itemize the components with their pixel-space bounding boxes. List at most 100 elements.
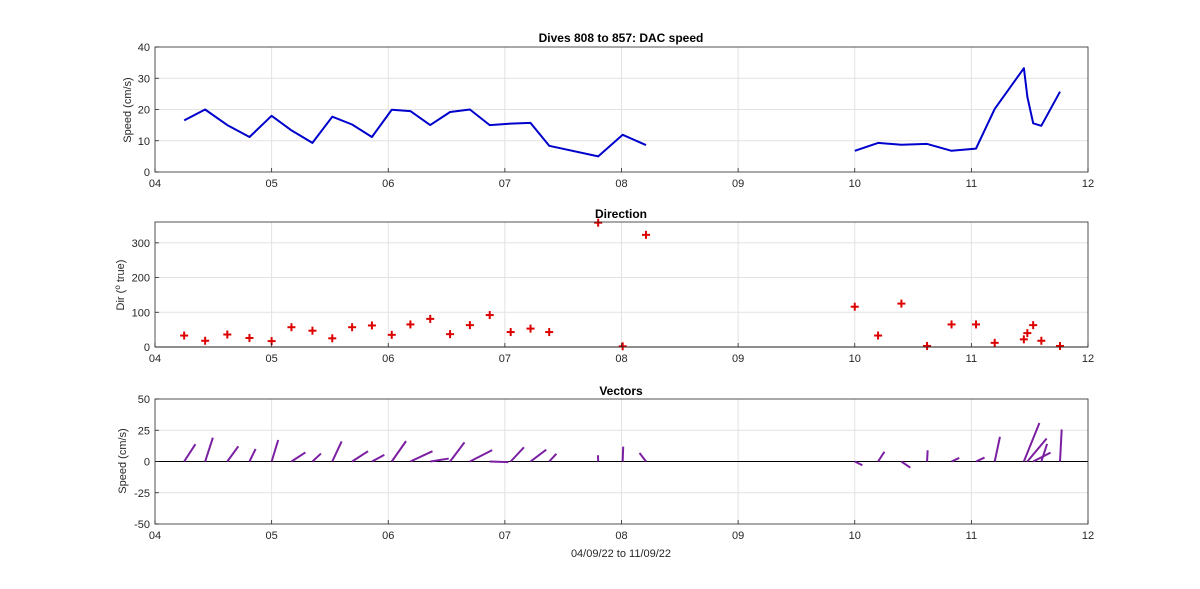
x-tick-label: 12: [1082, 530, 1094, 542]
x-tick-label: 11: [966, 178, 977, 190]
direction-point: [897, 299, 906, 308]
direction-point: [348, 323, 357, 332]
direction-point: [923, 341, 932, 350]
direction-point: [1019, 335, 1028, 344]
x-tick-label: 09: [732, 353, 744, 365]
x-tick-label: 09: [732, 530, 744, 542]
direction-point: [947, 320, 956, 329]
direction-point: [506, 328, 515, 337]
direction-point: [426, 314, 435, 323]
x-tick-label: 08: [615, 353, 627, 365]
vector-stick: [248, 448, 257, 462]
direction-point: [180, 331, 189, 340]
vector-stick: [290, 451, 306, 463]
x-tick-label: 08: [615, 178, 627, 190]
direction-point: [328, 334, 337, 343]
vector-stick: [311, 452, 322, 463]
vectors-ylabel: Speed (cm/s): [117, 428, 129, 493]
y-tick-label: 0: [144, 457, 150, 469]
vector-stick: [926, 450, 929, 462]
direction-point: [223, 330, 232, 339]
direction-point: [990, 338, 999, 347]
vector-stick: [1059, 429, 1063, 462]
direction-point: [1037, 336, 1046, 345]
x-tick-label: 11: [966, 353, 977, 365]
y-tick-label: 100: [132, 307, 150, 319]
direction-point: [594, 218, 603, 227]
y-tick-label: -50: [134, 519, 150, 531]
speed-ticks: 04 05 06 07 08 09 10 11 12 0 10 20 30 40: [138, 42, 1094, 190]
x-tick-label: 06: [382, 530, 394, 542]
y-tick-label: 20: [138, 105, 150, 117]
direction-point: [850, 302, 859, 311]
vector-stick: [204, 437, 214, 462]
direction-point: [287, 323, 296, 332]
direction-ylabel-degree: o: [113, 285, 122, 290]
direction-point: [465, 321, 474, 330]
vector-stick: [621, 446, 625, 462]
x-tick-label: 12: [1082, 178, 1094, 190]
direction-ylabel-suffix: true): [115, 260, 127, 286]
vectors-series: [155, 422, 1088, 469]
vector-stick: [371, 454, 385, 463]
direction-point: [308, 326, 317, 335]
x-tick-label: 04: [149, 530, 161, 542]
x-tick-label: 06: [382, 178, 394, 190]
vector-stick: [1040, 443, 1049, 462]
x-tick-label: 05: [266, 178, 278, 190]
direction-point: [485, 311, 494, 320]
vector-stick: [183, 443, 197, 463]
direction-point: [972, 320, 981, 329]
x-tick-label: 05: [266, 530, 278, 542]
vectors-panel: 04 05 06 07 08 09 10 11 12 -50 -25 0 25 50 Vectors Sp…: [117, 384, 1094, 560]
direction-point: [1029, 321, 1038, 330]
x-tick-label: 10: [849, 353, 861, 365]
y-tick-label: 30: [138, 73, 150, 85]
direction-point: [526, 324, 535, 333]
vector-stick: [351, 450, 369, 463]
vector-stick: [951, 457, 960, 463]
vector-stick: [900, 460, 911, 469]
y-tick-label: 0: [144, 167, 150, 179]
direction-point: [406, 320, 415, 329]
vector-stick: [1026, 437, 1048, 463]
vector-stick: [1022, 422, 1041, 462]
direction-point: [545, 328, 554, 337]
vector-stick: [489, 460, 509, 464]
vector-stick: [638, 452, 647, 463]
vectors-ticks: 04 05 06 07 08 09 10 11 12 -50 -25 0 25 50: [134, 394, 1094, 542]
y-tick-label: 40: [138, 42, 150, 54]
direction-ylabel: Dir (o true): [113, 260, 127, 311]
y-tick-label: 50: [138, 394, 150, 406]
x-tick-label: 10: [849, 530, 861, 542]
vectors-title: Vectors: [599, 384, 643, 398]
y-tick-label: 10: [138, 136, 150, 148]
vector-stick: [226, 445, 240, 463]
direction-title: Direction: [595, 207, 647, 221]
speed-series: [183, 67, 1061, 158]
vector-stick: [509, 446, 525, 463]
y-tick-label: 200: [132, 273, 150, 285]
vector-stick: [469, 449, 493, 463]
y-tick-label: 25: [138, 425, 150, 437]
y-tick-label: 300: [132, 238, 150, 250]
speed-line: [183, 108, 647, 158]
vector-stick: [331, 441, 343, 462]
y-tick-label: -25: [134, 488, 150, 500]
speed-panel: 04 05 06 07 08 09 10 11 12 0 10 20 30 40 Dives 808 to…: [122, 31, 1094, 190]
speed-line: [854, 67, 1061, 152]
direction-ticks: 04 05 06 07 08 09 10 11 12 0 100 200 300: [132, 238, 1094, 365]
direction-point: [874, 331, 883, 340]
x-tick-label: 07: [499, 530, 511, 542]
x-tick-label: 11: [966, 530, 977, 542]
direction-point: [367, 321, 376, 330]
x-tick-label: 10: [849, 178, 861, 190]
x-tick-label: 04: [149, 178, 161, 190]
x-tick-label: 06: [382, 353, 394, 365]
vector-stick: [548, 453, 558, 463]
x-tick-label: 07: [499, 178, 511, 190]
direction-point: [1023, 329, 1032, 338]
direction-panel: 04 05 06 07 08 09 10 11 12 0 100 200 300 Direction D…: [113, 207, 1094, 365]
direction-point: [387, 330, 396, 339]
vector-stick: [390, 440, 407, 463]
